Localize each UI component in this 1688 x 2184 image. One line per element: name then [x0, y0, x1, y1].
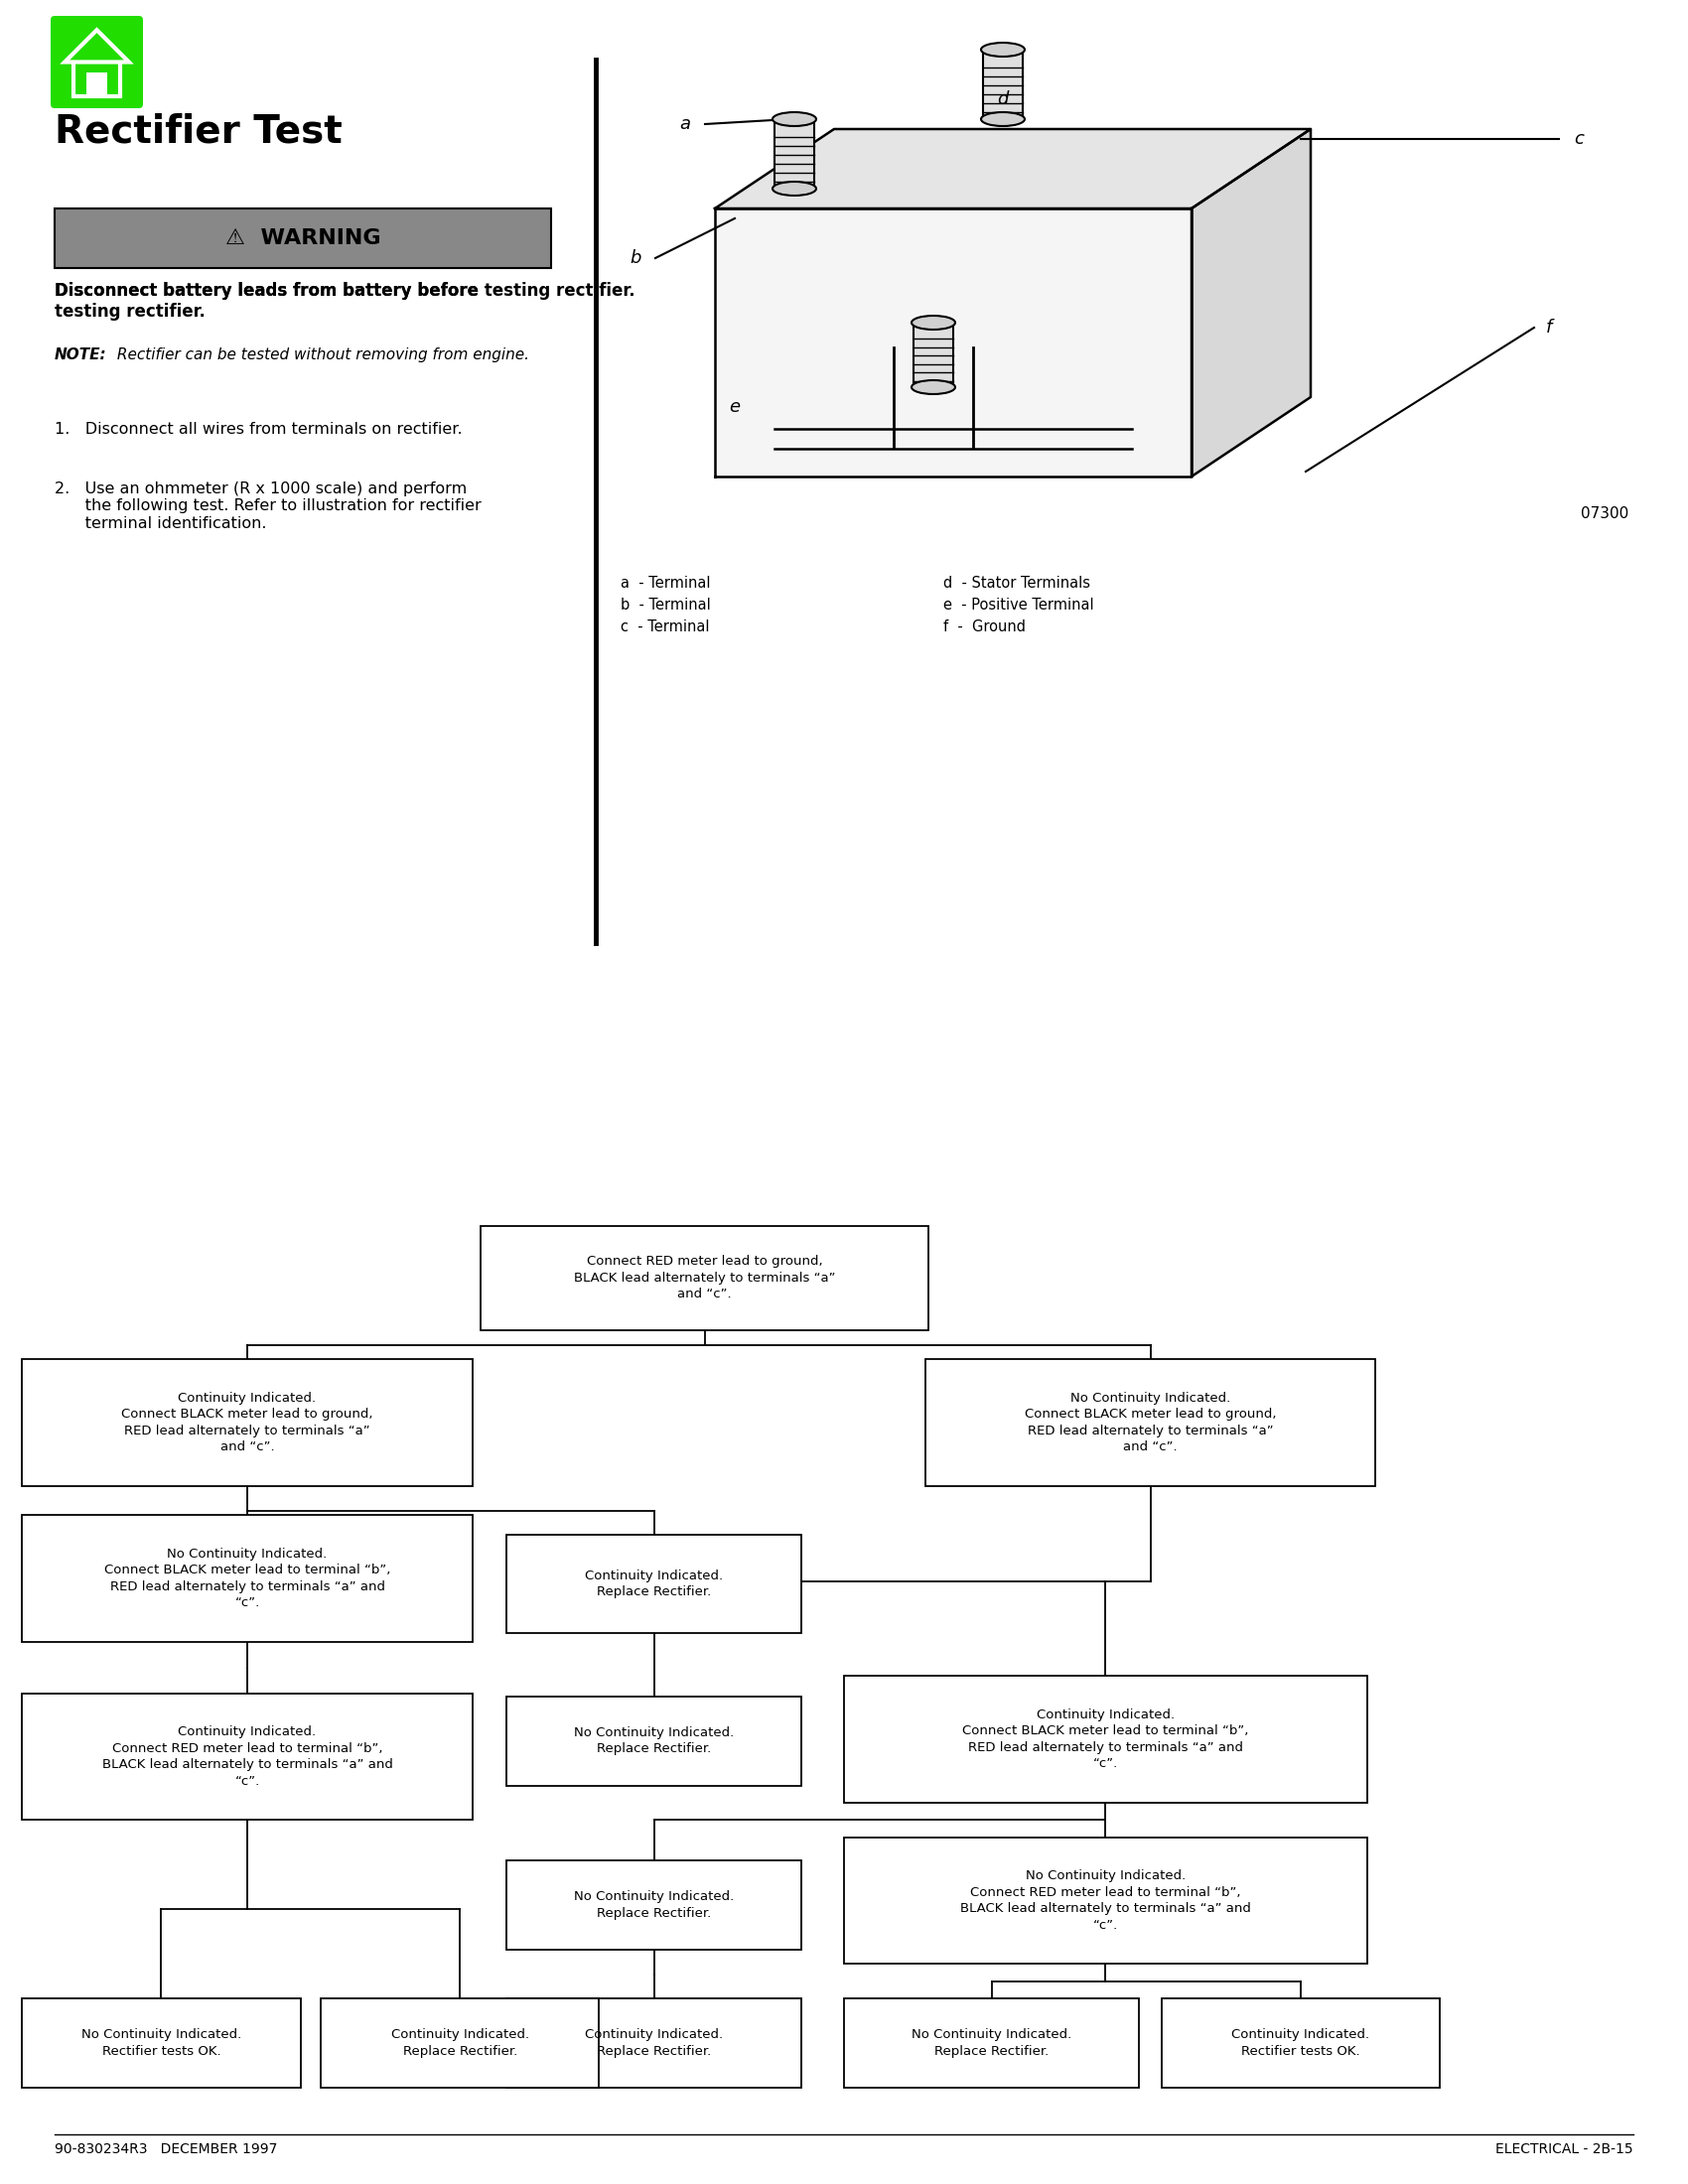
Bar — [22, 1998, 300, 2088]
Text: No Continuity Indicated.
Replace Rectifier.: No Continuity Indicated. Replace Rectifi… — [574, 1725, 734, 1756]
Text: 2.   Use an ohmmeter (R x 1000 scale) and perform
      the following test. Refe: 2. Use an ohmmeter (R x 1000 scale) and … — [54, 480, 481, 531]
Bar — [86, 72, 108, 96]
Text: 07300: 07300 — [1580, 507, 1629, 522]
Text: a  - Terminal
b  - Terminal
c  - Terminal: a - Terminal b - Terminal c - Terminal — [621, 577, 711, 636]
Ellipse shape — [912, 317, 955, 330]
Polygon shape — [716, 129, 1310, 207]
Bar — [775, 120, 814, 188]
Text: 90-830234R3   DECEMBER 1997: 90-830234R3 DECEMBER 1997 — [54, 2143, 277, 2156]
Bar — [54, 207, 550, 269]
Bar — [481, 1225, 928, 1330]
Text: Disconnect battery leads from battery before testing rectifier.: Disconnect battery leads from battery be… — [54, 282, 635, 299]
Text: d: d — [998, 90, 1008, 109]
Bar — [22, 1693, 473, 1819]
Text: No Continuity Indicated.
Replace Rectifier.: No Continuity Indicated. Replace Rectifi… — [912, 2029, 1072, 2057]
Text: Rectifier Test: Rectifier Test — [54, 111, 343, 151]
Bar — [506, 1861, 802, 1950]
Text: Continuity Indicated.
Replace Rectifier.: Continuity Indicated. Replace Rectifier. — [586, 1570, 722, 1599]
Text: No Continuity Indicated.
Connect RED meter lead to terminal “b”,
BLACK lead alte: No Continuity Indicated. Connect RED met… — [960, 1870, 1251, 1931]
Text: Continuity Indicated.
Rectifier tests OK.: Continuity Indicated. Rectifier tests OK… — [1232, 2029, 1369, 2057]
Ellipse shape — [773, 181, 817, 197]
Bar — [844, 1998, 1139, 2088]
Ellipse shape — [912, 380, 955, 393]
Text: 1.   Disconnect all wires from terminals on rectifier.: 1. Disconnect all wires from terminals o… — [54, 422, 463, 437]
Bar — [506, 1535, 802, 1634]
Text: c: c — [1573, 131, 1583, 149]
Text: e: e — [729, 397, 741, 415]
Text: d  - Stator Terminals
e  - Positive Terminal
f  -  Ground: d - Stator Terminals e - Positive Termin… — [944, 577, 1094, 636]
Text: Continuity Indicated.
Connect RED meter lead to terminal “b”,
BLACK lead alterna: Continuity Indicated. Connect RED meter … — [101, 1725, 393, 1789]
Text: No Continuity Indicated.
Connect BLACK meter lead to ground,
RED lead alternatel: No Continuity Indicated. Connect BLACK m… — [1025, 1391, 1276, 1455]
Text: Continuity Indicated.
Connect BLACK meter lead to terminal “b”,
RED lead alterna: Continuity Indicated. Connect BLACK mete… — [962, 1708, 1249, 1771]
Text: No Continuity Indicated.
Rectifier tests OK.: No Continuity Indicated. Rectifier tests… — [81, 2029, 241, 2057]
Bar — [844, 1837, 1367, 1963]
Bar — [506, 1998, 802, 2088]
Text: Rectifier can be tested without removing from engine.: Rectifier can be tested without removing… — [111, 347, 530, 363]
Bar — [22, 1516, 473, 1642]
Text: Continuity Indicated.
Replace Rectifier.: Continuity Indicated. Replace Rectifier. — [586, 2029, 722, 2057]
FancyBboxPatch shape — [51, 15, 143, 109]
Polygon shape — [716, 207, 1192, 476]
Bar — [321, 1998, 599, 2088]
Bar — [982, 50, 1023, 120]
Text: Connect RED meter lead to ground,
BLACK lead alternately to terminals “a”
and “c: Connect RED meter lead to ground, BLACK … — [574, 1256, 836, 1302]
Text: ⚠  WARNING: ⚠ WARNING — [225, 229, 380, 249]
Text: NOTE:: NOTE: — [54, 347, 106, 363]
Text: No Continuity Indicated.
Connect BLACK meter lead to terminal “b”,
RED lead alte: No Continuity Indicated. Connect BLACK m… — [105, 1546, 390, 1610]
Bar — [1161, 1998, 1440, 2088]
Text: Continuity Indicated.
Connect BLACK meter lead to ground,
RED lead alternately t: Continuity Indicated. Connect BLACK mete… — [122, 1391, 373, 1455]
Text: a: a — [680, 116, 690, 133]
Bar — [22, 1358, 473, 1485]
Text: b: b — [630, 249, 641, 266]
Bar — [844, 1675, 1367, 1802]
Bar — [925, 1358, 1376, 1485]
Bar — [506, 1697, 802, 1787]
Ellipse shape — [773, 111, 817, 127]
Text: Disconnect battery leads from battery before
testing rectifier.: Disconnect battery leads from battery be… — [54, 282, 479, 321]
Text: Continuity Indicated.
Replace Rectifier.: Continuity Indicated. Replace Rectifier. — [392, 2029, 528, 2057]
Text: ELECTRICAL - 2B-15: ELECTRICAL - 2B-15 — [1496, 2143, 1634, 2156]
Ellipse shape — [981, 111, 1025, 127]
Bar — [913, 323, 954, 387]
Polygon shape — [1192, 129, 1310, 476]
Text: f: f — [1546, 319, 1553, 336]
Text: No Continuity Indicated.
Replace Rectifier.: No Continuity Indicated. Replace Rectifi… — [574, 1891, 734, 1920]
Ellipse shape — [981, 44, 1025, 57]
